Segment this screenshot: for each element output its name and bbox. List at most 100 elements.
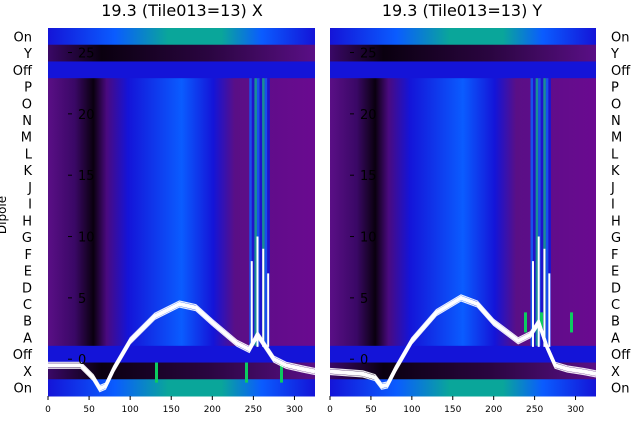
dipole-label-right: L xyxy=(611,147,619,162)
overlay-y-tick-label: 15 xyxy=(78,169,95,184)
heatmap-row xyxy=(330,278,596,297)
overlay-y-tick-label: 20 xyxy=(78,108,95,123)
dipole-label-left: G xyxy=(22,231,32,246)
heatmap-row xyxy=(48,161,315,180)
heatmap-row xyxy=(48,245,315,263)
dipole-label-right: Y xyxy=(610,47,619,62)
heatmap-row xyxy=(330,28,596,46)
overlay-y-tick-label: 10 xyxy=(360,231,377,246)
x-tick-label: 0 xyxy=(45,405,51,415)
dipole-label-right: K xyxy=(611,164,620,179)
overlay-y-tick-label: 0 xyxy=(360,353,368,368)
dipole-label-left: F xyxy=(25,248,32,263)
heatmap-row xyxy=(330,111,596,129)
heatmap-row xyxy=(330,94,596,113)
stripe-cell xyxy=(540,78,544,346)
x-tick-label: 0 xyxy=(327,405,333,415)
panel-title-y: 19.3 (Tile013=13) Y xyxy=(382,1,543,20)
heatmap-row xyxy=(330,178,596,196)
x-ticks-y: 0 50 100 150 200 250 300 xyxy=(327,396,584,415)
stripe-cell xyxy=(535,78,539,346)
dipole-label-right: A xyxy=(611,331,620,346)
x-tick-label: 50 xyxy=(365,405,377,415)
heatmap-row xyxy=(330,262,596,280)
overlay-y xyxy=(329,236,597,390)
dipole-label-left: E xyxy=(24,265,32,280)
green-mark xyxy=(570,312,573,333)
x-tick-label: 50 xyxy=(83,405,95,415)
heatmap-row xyxy=(48,329,315,347)
dipole-label-left: C xyxy=(23,298,32,313)
dipole-label-right: Off xyxy=(611,64,631,79)
dipole-label-right: F xyxy=(611,248,618,263)
heatmap-row xyxy=(48,145,315,163)
heatmap-row xyxy=(48,128,315,146)
dipole-label-right: X xyxy=(611,365,620,380)
dipole-label-left: On xyxy=(14,30,32,45)
heatmap-row xyxy=(48,278,315,297)
heatmap-row xyxy=(330,78,596,96)
heatmap-row xyxy=(330,312,596,330)
stripe-cell xyxy=(538,78,541,346)
heatmap-row xyxy=(330,195,596,213)
x-tick-label: 200 xyxy=(204,405,221,415)
dipole-label-left: A xyxy=(23,331,32,346)
stripe-cell xyxy=(249,78,252,346)
heatmap-row xyxy=(330,295,596,313)
green-mark xyxy=(245,362,248,383)
heatmap-row xyxy=(330,228,596,246)
green-mark xyxy=(280,362,283,383)
heatmap-row xyxy=(330,379,596,397)
dipole-label-right: H xyxy=(611,214,621,229)
x-tick-label: 150 xyxy=(444,405,461,415)
heatmap-row xyxy=(48,94,315,113)
stripe-cell xyxy=(548,78,551,346)
y-axis-label: Dipole xyxy=(0,196,9,234)
stripe-cell xyxy=(262,78,265,346)
x-tick-label: 100 xyxy=(403,405,420,415)
green-mark xyxy=(540,312,543,333)
overlay-x xyxy=(48,236,316,393)
panel-y: 19.3 (Tile013=13) Y 0 50 100 150 200 250 300 0… xyxy=(327,1,597,415)
heatmap-row xyxy=(48,312,315,330)
stripe-cell xyxy=(543,78,546,346)
overlay-y-tick-label: 20 xyxy=(360,108,377,123)
dipole-label-right: O xyxy=(611,97,621,112)
heatmap-row xyxy=(330,212,596,230)
dipole-label-left: H xyxy=(22,214,32,229)
stripe-cell xyxy=(533,78,536,346)
trace-line xyxy=(48,306,316,393)
dipole-label-left: N xyxy=(22,114,32,129)
stripe-cell xyxy=(267,78,270,346)
green-mark xyxy=(524,312,527,333)
x-tick-label: 300 xyxy=(567,405,584,415)
heatmap-row xyxy=(330,61,596,79)
heatmap-row xyxy=(330,128,596,146)
dipole-label-left: I xyxy=(28,198,32,213)
x-tick-label: 300 xyxy=(286,405,303,415)
overlay-y-tick-label: 15 xyxy=(360,169,377,184)
x-tick-label: 250 xyxy=(526,405,543,415)
dipole-label-left: On xyxy=(14,382,32,397)
dipole-label-right: D xyxy=(611,281,621,296)
dipole-label-right: G xyxy=(611,231,621,246)
trace-main xyxy=(329,295,597,389)
dipole-label-left: O xyxy=(22,97,32,112)
trace-line xyxy=(329,300,597,390)
heatmap-row xyxy=(330,44,596,62)
heatmap-row xyxy=(48,178,315,196)
overlay-y-tick-label: 25 xyxy=(78,47,95,62)
heatmap-row xyxy=(48,212,315,230)
heatmap-row xyxy=(48,61,315,79)
stripe-cell xyxy=(251,78,255,346)
heatmap-row xyxy=(48,78,315,96)
dipole-label-right: C xyxy=(611,298,620,313)
overlay-y-ticks-y: 0 5 10 15 20 25 xyxy=(350,47,377,368)
heatmap-x xyxy=(48,28,315,397)
overlay-y-tick-label: 10 xyxy=(78,231,95,246)
heatmap-row xyxy=(48,195,315,213)
stripe-cell xyxy=(530,78,534,346)
overlay-y-tick-label: 25 xyxy=(360,47,377,62)
